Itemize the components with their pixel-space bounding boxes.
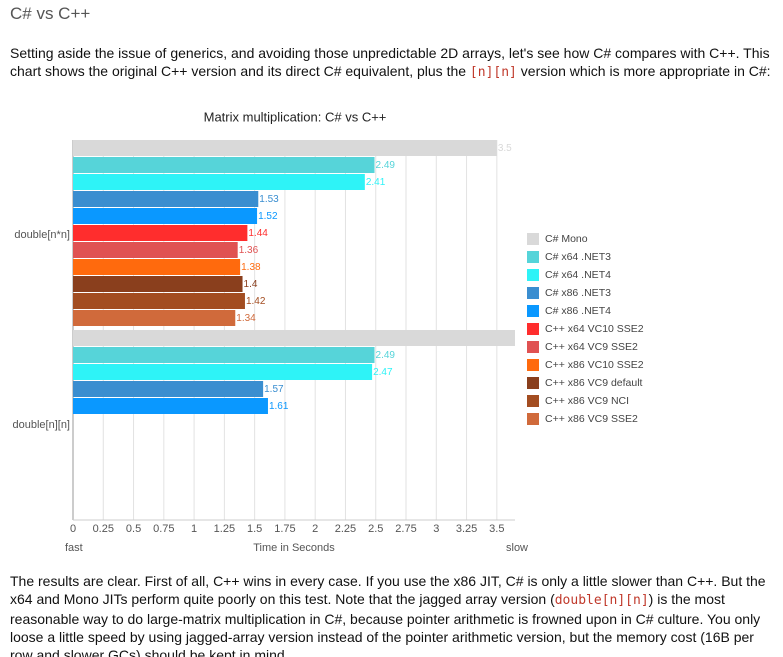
y-tick-label: double[n*n]: [14, 229, 70, 241]
data-label: 1.36: [239, 245, 259, 256]
text: ) is the most reasonable way to do large…: [10, 591, 761, 657]
bar: [73, 174, 365, 190]
legend-label: C++ x64 VC9 SSE2: [545, 341, 638, 353]
data-label: 2.47: [373, 367, 393, 378]
bar: [73, 225, 248, 241]
bar: [73, 242, 238, 258]
legend-swatch: [527, 413, 539, 425]
chart-title: Matrix multiplication: C# vs C++: [204, 109, 387, 124]
legend-swatch: [527, 395, 539, 407]
bar: [73, 364, 373, 380]
data-label: 2.49: [376, 160, 396, 171]
x-axis-label: Time in Seconds: [253, 542, 335, 554]
chart: Matrix multiplication: C# vs C++ 0 0.25 0.…: [13, 109, 644, 554]
x-tick-label: 3: [433, 523, 439, 535]
text: The results are clear. First of all, C++…: [10, 573, 766, 607]
x-tick-label: 0.5: [126, 523, 141, 535]
heading: C# vs C++: [10, 4, 91, 23]
data-label: 1.44: [248, 228, 268, 239]
bar: [73, 191, 259, 207]
paragraph: Setting aside the issue of generics, and…: [10, 44, 775, 82]
bar: [73, 276, 243, 292]
legend-label: C# x64 .NET4: [545, 269, 611, 281]
bar: [73, 347, 375, 363]
data-label: 1.38: [241, 262, 261, 273]
bar: [73, 310, 236, 326]
bar: [73, 259, 241, 275]
data-label: 1.52: [258, 211, 278, 222]
data-label: 3.5: [498, 143, 512, 154]
legend-swatch: [527, 305, 539, 317]
data-label: 1.53: [259, 194, 279, 205]
bar: [73, 293, 245, 309]
legend-swatch: [527, 323, 539, 335]
x-start-label: fast: [65, 542, 83, 554]
legend-swatch: [527, 233, 539, 245]
x-tick-label: 0: [70, 523, 76, 535]
bar: [73, 157, 375, 173]
x-tick-label: 1: [191, 523, 197, 535]
x-tick-label: 3.25: [456, 523, 477, 535]
paragraph: The results are clear. First of all, C++…: [10, 572, 775, 657]
legend-swatch: [527, 341, 539, 353]
data-label: 1.61: [269, 401, 289, 412]
data-label: 2.49: [376, 350, 396, 361]
legend-swatch: [527, 377, 539, 389]
legend-swatch: [527, 287, 539, 299]
data-label: 1.34: [236, 313, 256, 324]
legend-swatch: [527, 251, 539, 263]
x-tick-label: 2.5: [368, 523, 383, 535]
data-label: 2.41: [366, 177, 386, 188]
x-tick-label: 2.25: [335, 523, 356, 535]
legend-swatch: [527, 269, 539, 281]
x-tick-label: 3.5: [489, 523, 504, 535]
data-label: 1.57: [264, 384, 284, 395]
legend-label: C++ x64 VC10 SSE2: [545, 323, 644, 335]
legend-label: C# x86 .NET3: [545, 287, 611, 299]
text: version which is more appropriate in C#:: [516, 63, 771, 79]
x-tick-label: 1.75: [274, 523, 295, 535]
bar: [73, 208, 258, 224]
x-end-label: slow: [506, 542, 528, 554]
bar: [73, 140, 497, 156]
data-label: 1.42: [246, 296, 266, 307]
legend-label: C# x86 .NET4: [545, 305, 611, 317]
x-tick-label: 0.25: [93, 523, 114, 535]
legend-label: C++ x86 VC9 default: [545, 377, 643, 389]
x-tick-label: 1.25: [214, 523, 235, 535]
bar: [73, 381, 264, 397]
legend-label: C# x64 .NET3: [545, 251, 611, 263]
legend-swatch: [527, 359, 539, 371]
x-tick-label: 2: [312, 523, 318, 535]
legend-label: C++ x86 VC9 NCI: [545, 395, 629, 407]
bar: [73, 398, 268, 414]
y-tick-label: double[n][n]: [13, 419, 71, 431]
text: Setting aside the issue of generics, and…: [10, 45, 770, 79]
legend-label: C++ x86 VC9 SSE2: [545, 413, 638, 425]
x-tick-label: 2.75: [395, 523, 416, 535]
x-tick-label: 1.5: [247, 523, 262, 535]
code: double[n][n]: [554, 593, 649, 608]
x-tick-label: 0.75: [153, 523, 174, 535]
legend-label: C# Mono: [545, 233, 588, 245]
bar: [73, 330, 515, 346]
data-label: 1.4: [244, 279, 258, 290]
legend-label: C++ x86 VC10 SSE2: [545, 359, 644, 371]
code: [n][n]: [469, 65, 517, 80]
